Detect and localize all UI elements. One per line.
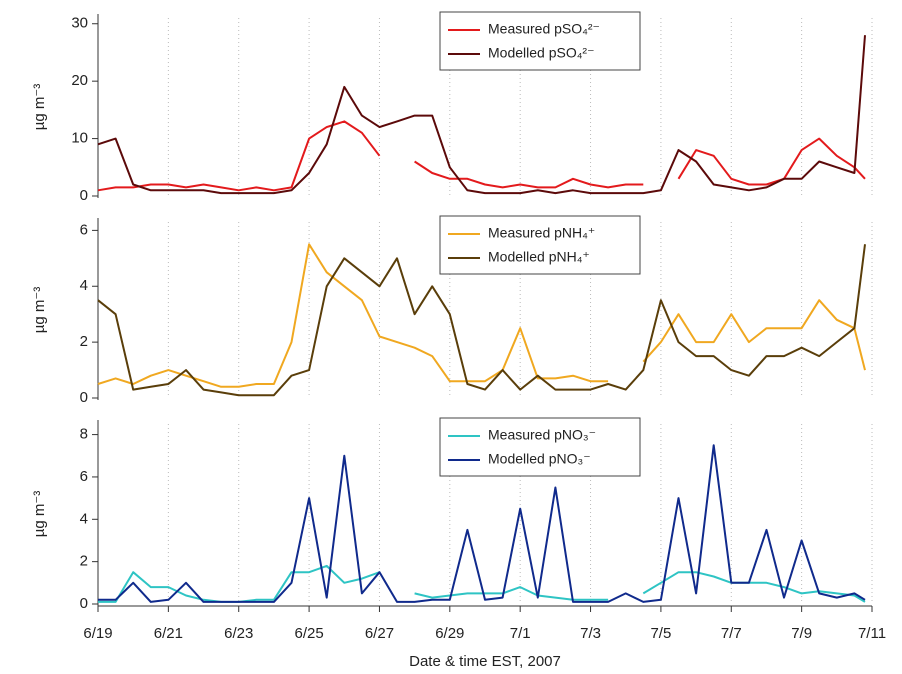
series-line (97, 244, 866, 397)
series-line (97, 120, 866, 192)
y-tick-label: 2 (80, 553, 88, 570)
y-axis-label: µg m⁻³ (31, 287, 48, 334)
x-tick-label: 7/1 (510, 625, 531, 642)
x-tick-label: 6/21 (154, 625, 183, 642)
x-tick-label: 7/5 (650, 625, 671, 642)
y-tick-label: 6 (80, 468, 88, 485)
y-tick-label: 30 (71, 15, 88, 32)
legend-label: Modelled pSO₄²⁻ (488, 45, 594, 61)
y-tick-label: 8 (80, 426, 88, 443)
x-tick-label: 6/25 (294, 625, 323, 642)
x-tick-label: 6/19 (83, 625, 112, 642)
legend-label: Measured pNH₄⁺ (488, 225, 595, 241)
legend-box (439, 215, 641, 275)
x-tick-label: 7/11 (858, 625, 886, 642)
y-tick-label: 4 (80, 510, 88, 527)
x-tick-label: 7/9 (791, 625, 812, 642)
legend-box (439, 11, 641, 71)
legend: Measured pNH₄⁺ Modelled pNH₄⁺ (439, 215, 641, 275)
x-axis-label: Date & time EST, 2007 (409, 653, 561, 670)
legend-label: Measured pSO₄²⁻ (488, 21, 600, 37)
series-line (98, 444, 866, 603)
y-tick-label: 0 (80, 595, 88, 612)
legend-box (439, 417, 641, 477)
legend-label: Measured pNO₃⁻ (488, 427, 596, 443)
legend-label: Modelled pNH₄⁺ (488, 249, 590, 265)
legend: Measured pNO₃⁻ Modelled pNO₃⁻ (439, 417, 641, 477)
y-tick-label: 6 (80, 221, 88, 238)
x-tick-label: 7/3 (580, 625, 601, 642)
y-tick-label: 2 (80, 333, 88, 350)
x-tick-label: 7/7 (721, 625, 742, 642)
y-axis-label: µg m⁻³ (31, 491, 48, 538)
series-line (97, 243, 866, 388)
y-tick-label: 0 (80, 187, 88, 204)
x-tick-label: 6/29 (435, 625, 464, 642)
y-axis-label: µg m⁻³ (31, 84, 48, 131)
x-tick-label: 6/23 (224, 625, 253, 642)
series-line (97, 35, 866, 195)
y-tick-label: 4 (80, 277, 88, 294)
legend: Measured pSO₄²⁻ Modelled pSO₄²⁻ (439, 11, 641, 71)
y-tick-label: 10 (71, 130, 88, 147)
y-tick-label: 0 (80, 389, 88, 406)
x-tick-label: 6/27 (365, 625, 394, 642)
y-tick-label: 20 (71, 72, 88, 89)
legend-label: Modelled pNO₃⁻ (488, 451, 591, 467)
